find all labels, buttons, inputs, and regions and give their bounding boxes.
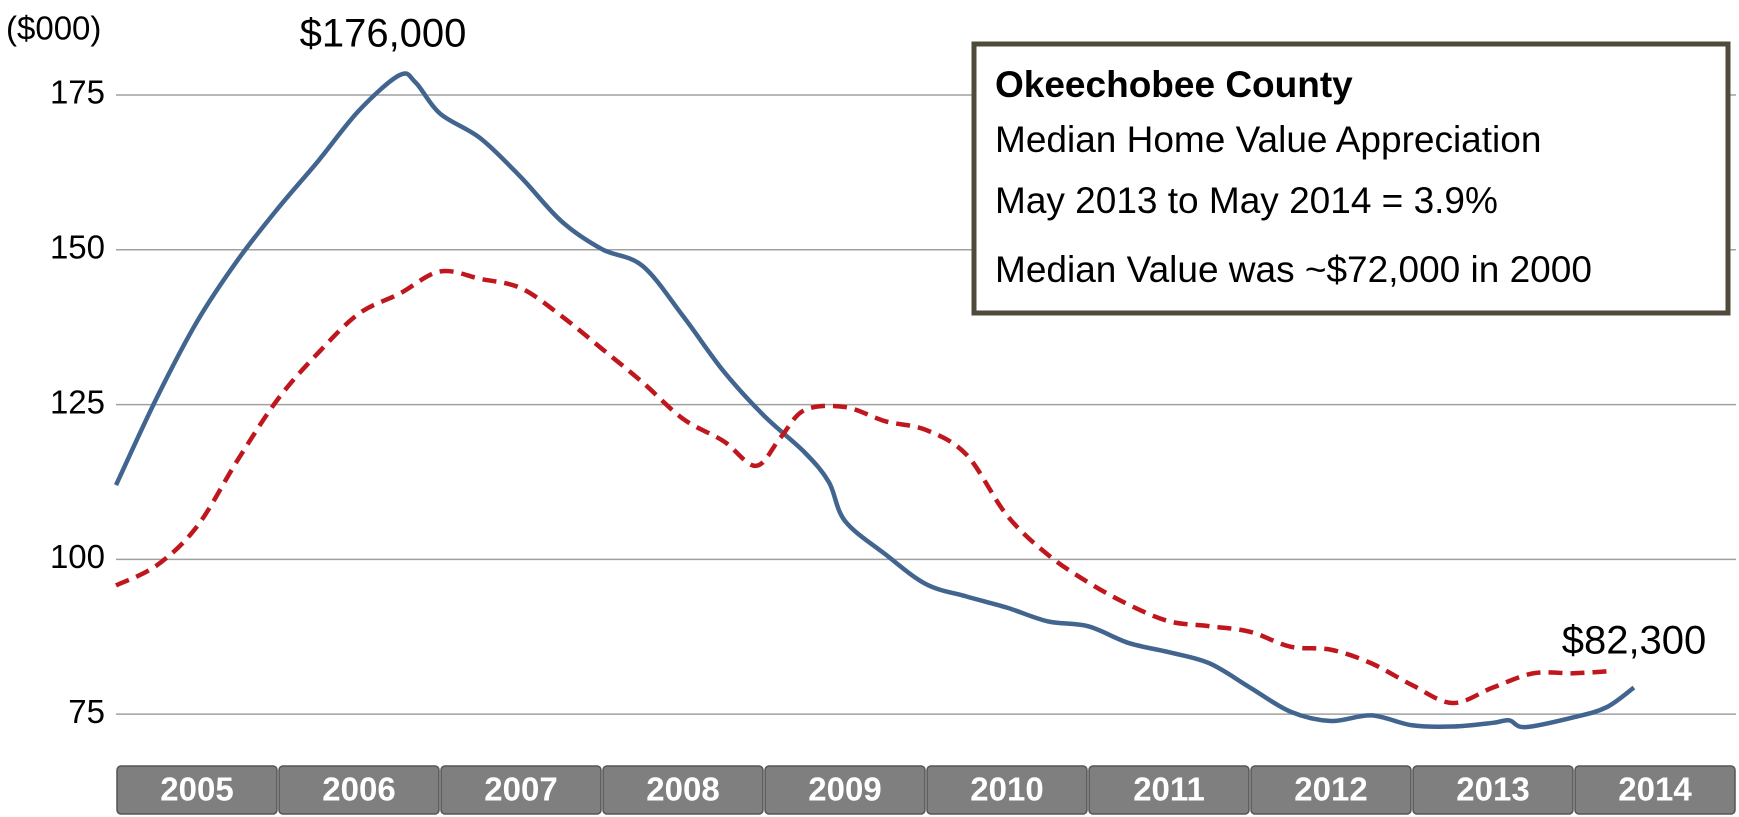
x-tick-label: 2014 (1618, 771, 1692, 808)
end-annotation: $82,300 (1562, 619, 1707, 663)
y-tick-label: 75 (68, 693, 105, 730)
y-axis-label: ($000) (6, 10, 101, 47)
series-line (115, 268, 1615, 706)
year-box (764, 765, 926, 815)
year-box (278, 765, 440, 815)
x-tick-label: 2009 (808, 771, 881, 808)
x-tick-label: 2006 (322, 771, 395, 808)
info-line: Median Value was ~$72,000 in 2000 (995, 249, 1592, 290)
x-tick-label: 2007 (484, 771, 557, 808)
x-tick-label: 2008 (646, 771, 719, 808)
series-line (113, 71, 1636, 730)
info-title: Okeechobee County (995, 64, 1353, 105)
info-line: May 2013 to May 2014 = 3.9% (995, 180, 1498, 221)
year-box (116, 765, 278, 815)
year-box (1412, 765, 1574, 815)
year-box (1574, 765, 1736, 815)
x-tick-label: 2010 (970, 771, 1043, 808)
year-box (1088, 765, 1250, 815)
x-tick-label: 2011 (1133, 771, 1205, 808)
year-box (926, 765, 1088, 815)
y-tick-label: 125 (50, 383, 105, 420)
y-tick-label: 150 (50, 229, 105, 266)
year-box (602, 765, 764, 815)
info-line: Median Home Value Appreciation (995, 119, 1541, 160)
year-box (1250, 765, 1412, 815)
x-tick-label: 2013 (1456, 771, 1529, 808)
x-tick-label: 2005 (160, 771, 233, 808)
info-box (971, 41, 1731, 316)
year-box (440, 765, 602, 815)
peak-annotation: $176,000 (300, 12, 467, 56)
x-tick-label: 2012 (1294, 771, 1367, 808)
y-tick-label: 100 (50, 538, 105, 575)
y-tick-label: 175 (50, 74, 105, 111)
